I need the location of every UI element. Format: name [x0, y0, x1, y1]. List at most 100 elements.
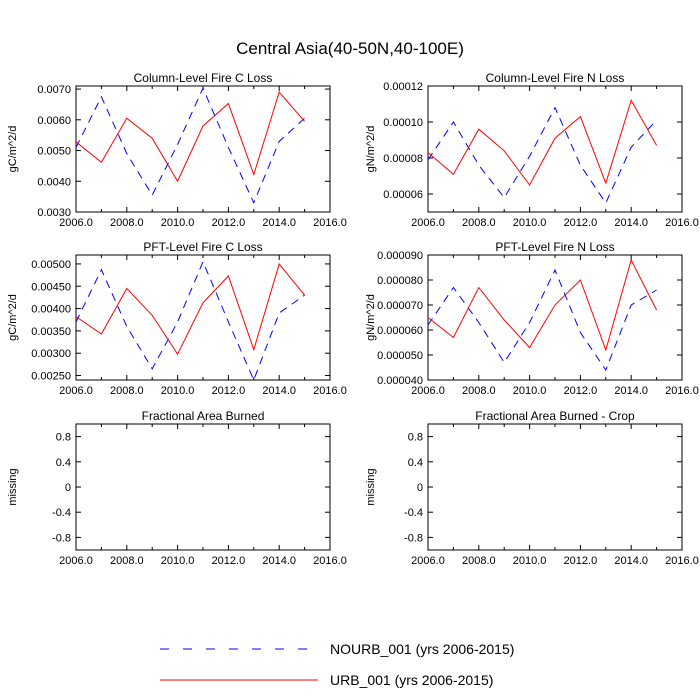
- y-tick-label: 0.0070: [37, 84, 71, 96]
- y-tick-label: 0.0030: [37, 207, 71, 219]
- plot-frame: [427, 423, 683, 551]
- panel-6: Fractional Area Burned - Crop 2006.0 2008.…: [365, 409, 699, 567]
- y-tick-label: 0: [65, 482, 71, 494]
- panel-4: PFT-Level Fire N Loss 2006.0 2008.0 2010.0 2…: [365, 240, 699, 397]
- y-axis-label: gN/m^2/d: [365, 294, 377, 341]
- plot-frame: [75, 85, 331, 213]
- y-tick-label: 0.8: [56, 432, 71, 444]
- panel-title: PFT-Level Fire C Loss: [143, 240, 262, 254]
- legend: NOURB_001 (yrs 2006-2015) URB_001 (yrs 2…: [160, 641, 514, 688]
- x-tick-label: 2016.0: [665, 385, 699, 397]
- y-tick-label: 0.00250: [31, 371, 71, 383]
- x-tick-label: 2012.0: [212, 217, 246, 229]
- y-tick-label: 0.00500: [31, 259, 71, 271]
- y-tick-label: 0.0050: [37, 146, 71, 158]
- x-tick-label: 2006.0: [59, 555, 93, 567]
- x-tick-label: 2012.0: [564, 555, 598, 567]
- x-tick-label: 2010.0: [513, 385, 547, 397]
- x-tick-label: 2016.0: [665, 217, 699, 229]
- x-tick-label: 2016.0: [665, 555, 699, 567]
- panel-title: Column-Level Fire C Loss: [134, 71, 273, 85]
- series-line-nourb-001-yrs-2006-2015: [427, 106, 657, 205]
- y-tick-label: 0.00450: [31, 281, 71, 293]
- y-tick-label: 0.00300: [31, 348, 71, 360]
- y-tick-label: 0.000080: [377, 275, 423, 287]
- x-tick-label: 2006.0: [59, 217, 93, 229]
- y-axis-label: gC/m^2/d: [7, 294, 19, 341]
- x-tick-label: 2012.0: [212, 385, 246, 397]
- series-line-nourb-001-yrs-2006-2015: [75, 86, 305, 205]
- y-tick-label: 0: [417, 482, 423, 494]
- y-tick-label: 0.8: [408, 432, 423, 444]
- x-tick-label: 2008.0: [110, 555, 144, 567]
- x-tick-label: 2014.0: [262, 555, 296, 567]
- x-tick-label: 2014.0: [262, 217, 296, 229]
- series-line-urb-001-yrs-2006-2015: [427, 258, 658, 352]
- y-tick-label: 0.000040: [377, 375, 423, 387]
- y-tick-label: 0.4: [408, 457, 423, 469]
- legend-label-urb: URB_001 (yrs 2006-2015): [330, 672, 493, 688]
- x-tick-label: 2014.0: [614, 217, 648, 229]
- x-tick-label: 2016.0: [313, 217, 347, 229]
- y-tick-label: 0.4: [56, 457, 71, 469]
- series-line-nourb-001-yrs-2006-2015: [75, 260, 305, 382]
- panel-2: Column-Level Fire N Loss 2006.0 2008.0 2010…: [365, 71, 699, 229]
- x-tick-label: 2010.0: [513, 217, 547, 229]
- y-axis-label: missing: [365, 468, 377, 505]
- x-tick-label: 2012.0: [564, 385, 598, 397]
- panel-5: Fractional Area Burned 2006.0 2008.0 2010.0…: [7, 409, 347, 567]
- x-tick-label: 2010.0: [161, 385, 195, 397]
- x-tick-label: 2006.0: [411, 217, 445, 229]
- y-tick-label: 0.000090: [377, 250, 423, 262]
- x-tick-label: 2012.0: [212, 555, 246, 567]
- x-tick-label: 2010.0: [161, 217, 195, 229]
- x-tick-label: 2012.0: [564, 217, 598, 229]
- x-tick-label: 2010.0: [513, 555, 547, 567]
- panel-title: Fractional Area Burned: [142, 409, 265, 423]
- series-line-urb-001-yrs-2006-2015: [427, 99, 658, 186]
- y-tick-label: 0.00350: [31, 326, 71, 338]
- y-axis-label: gC/m^2/d: [7, 126, 19, 173]
- y-tick-label: 0.000070: [377, 300, 423, 312]
- panels: Column-Level Fire C Loss 2006.0 2008.0 2010…: [7, 71, 699, 567]
- y-tick-label: 0.00012: [383, 81, 423, 93]
- x-tick-label: 2010.0: [161, 555, 195, 567]
- plot-frame: [75, 423, 331, 551]
- x-tick-label: 2006.0: [59, 385, 93, 397]
- figure-title: Central Asia(40-50N,40-100E): [236, 39, 464, 58]
- y-axis-label: missing: [7, 468, 19, 505]
- y-tick-label: 0.00008: [383, 153, 423, 165]
- panel-3: PFT-Level Fire C Loss 2006.0 2008.0 2010.0 2…: [7, 240, 347, 397]
- y-tick-label: 0.00400: [31, 304, 71, 316]
- x-tick-label: 2008.0: [110, 217, 144, 229]
- x-tick-label: 2006.0: [411, 555, 445, 567]
- y-tick-label: 0.000060: [377, 325, 423, 337]
- y-tick-label: 0.0060: [37, 115, 71, 127]
- y-tick-label: -0.4: [52, 507, 71, 519]
- series-line-urb-001-yrs-2006-2015: [75, 91, 305, 183]
- x-tick-label: 2016.0: [313, 555, 347, 567]
- x-tick-label: 2006.0: [411, 385, 445, 397]
- legend-label-nourb: NOURB_001 (yrs 2006-2015): [330, 641, 514, 657]
- x-tick-label: 2008.0: [110, 385, 144, 397]
- plot-frame: [75, 254, 331, 381]
- panel-title: Column-Level Fire N Loss: [486, 71, 625, 85]
- x-tick-label: 2016.0: [313, 385, 347, 397]
- series-line-nourb-001-yrs-2006-2015: [427, 268, 657, 372]
- x-tick-label: 2008.0: [462, 217, 496, 229]
- x-tick-label: 2014.0: [614, 385, 648, 397]
- y-tick-label: 0.0040: [37, 176, 71, 188]
- panel-title: Fractional Area Burned - Crop: [475, 409, 635, 423]
- y-tick-label: -0.8: [52, 532, 71, 544]
- x-tick-label: 2014.0: [262, 385, 296, 397]
- y-tick-label: 0.000050: [377, 350, 423, 362]
- panel-title: PFT-Level Fire N Loss: [495, 240, 614, 254]
- panel-1: Column-Level Fire C Loss 2006.0 2008.0 2010…: [7, 71, 347, 229]
- x-tick-label: 2008.0: [462, 385, 496, 397]
- y-tick-label: -0.8: [404, 532, 423, 544]
- plot-frame: [427, 254, 683, 381]
- series-line-urb-001-yrs-2006-2015: [75, 262, 305, 356]
- x-tick-label: 2008.0: [462, 555, 496, 567]
- y-tick-label: 0.00006: [383, 189, 423, 201]
